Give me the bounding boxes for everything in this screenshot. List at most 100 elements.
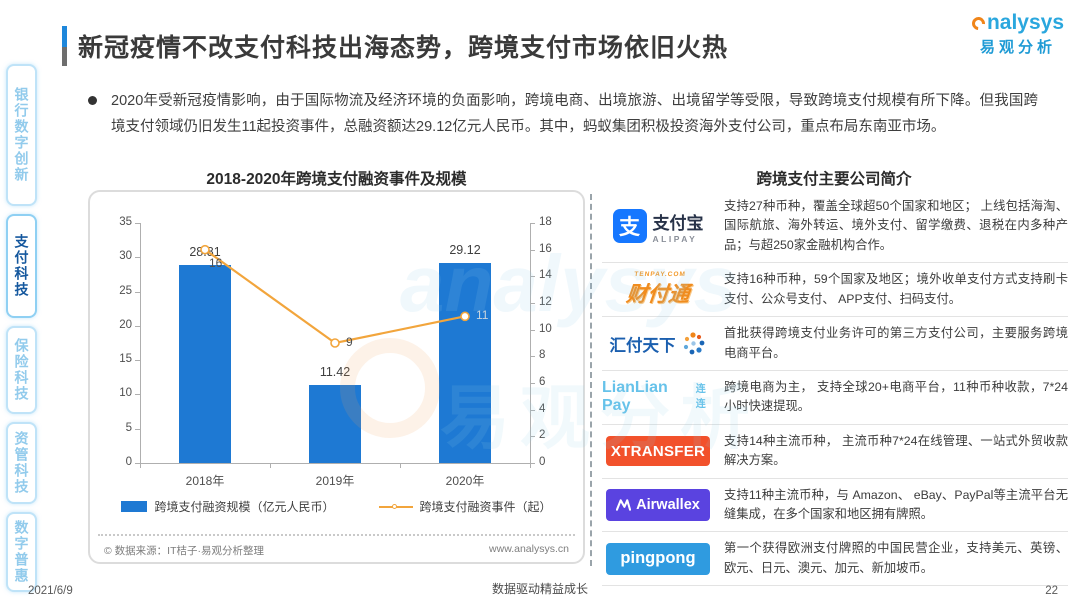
airwallex-name: Airwallex: [636, 497, 700, 514]
left-axis-line: [140, 223, 141, 463]
legend-bar-label: 跨境支付融资规模（亿元人民币）: [154, 500, 335, 514]
legend-item-line: 跨境支付融资事件（起）: [378, 498, 552, 515]
legend-line-marker-icon: [391, 503, 397, 509]
sidebar-tab-banking-digital[interactable]: 银行数字创新: [6, 64, 37, 206]
pingpong-logo: pingpong: [602, 542, 714, 575]
footer-date: 2021/6/9: [28, 585, 73, 597]
right-axis-tick: [530, 223, 535, 224]
tenpay-name: 财付通: [624, 283, 691, 307]
lianlian-name: LianLian Pay: [602, 379, 668, 415]
company-row-pingpong: pingpong 第一个获得欧洲支付牌照的中国民营企业，支持美元、英镑、欧元、日…: [602, 532, 1068, 587]
right-axis-tick-label: 12: [539, 296, 552, 308]
vertical-dashed-divider: [590, 194, 592, 566]
summary-block: 2020年受新冠疫情影响，由于国际物流及经济环境的负面影响，跨境电商、出境旅游、…: [88, 88, 1038, 141]
company-desc: 第一个获得欧洲支付牌照的中国民营企业，支持美元、英镑、欧元、日元、澳元、加元、新…: [724, 541, 1068, 575]
right-axis-tick: [530, 356, 535, 358]
companies-list: 支 支付宝 ALIPAY 支持27种币种，覆盖全球超50个国家和地区； 上线包括…: [602, 190, 1068, 587]
chart-title: 2018-2020年跨境支付融资事件及规模: [206, 171, 467, 188]
sidebar-tab-payment-tech[interactable]: 支付科技: [6, 214, 37, 318]
bar-value-label: 29.12: [449, 243, 481, 258]
alipay-sub: ALIPAY: [652, 233, 698, 244]
line-value-label: 9: [346, 335, 353, 349]
left-axis-tick-label: 0: [125, 456, 132, 468]
x-axis-tick: [140, 463, 141, 468]
legend-item-bar: 跨境支付融资规模（亿元人民币）: [121, 498, 335, 515]
line-series: [200, 244, 470, 348]
left-axis-tick-label: 35: [119, 216, 132, 228]
analysys-url: www.analysys.cn: [489, 543, 569, 555]
sidebar-tab-asset-mgmt-tech[interactable]: 资管科技: [6, 422, 37, 504]
company-desc: 首批获得跨境支付业务许可的第三方支付公司，主要服务跨境电商平台。: [724, 326, 1068, 360]
xtransfer-name: XTRANSFER: [606, 436, 710, 467]
tenpay-logo: TENPAY.COM 财付通: [602, 271, 714, 308]
brand-chinese-name: 易观分析: [979, 39, 1056, 56]
company-row-airwallex: Airwallex 支持11种主流币种，与 Amazon、 eBay、PayPa…: [602, 479, 1068, 533]
left-axis-tick: [135, 394, 140, 396]
summary-text: 2020年受新冠疫情影响，由于国际物流及经济环境的负面影响，跨境电商、出境旅游、…: [111, 93, 1038, 136]
left-axis-tick: [135, 291, 140, 293]
left-axis-tick: [135, 428, 140, 430]
x-axis-tick: [400, 463, 401, 468]
source-divider: [98, 534, 575, 536]
pingpong-name: pingpong: [606, 542, 710, 575]
right-axis-tick-label: 16: [539, 242, 552, 255]
right-axis-tick-label: 8: [539, 349, 546, 362]
xtransfer-logo: XTRANSFER: [602, 436, 714, 467]
analysys-logo: nalysys 易观分析: [969, 11, 1064, 57]
company-desc: 支持16种币种，59个国家及地区；境外收单支付方式支持刷卡支付、公众号支付、 A…: [724, 272, 1068, 306]
footer-slogan: 数据驱动精益成长: [491, 582, 588, 596]
company-row-tenpay: TENPAY.COM 财付通 支持16种币种，59个国家及地区；境外收单支付方式…: [602, 263, 1068, 318]
left-axis-tick: [135, 360, 140, 362]
x-axis-label: 2020年: [445, 474, 485, 488]
bullet-icon: [88, 96, 97, 105]
company-desc: 支持27种币种，覆盖全球超50个国家和地区； 上线包括海淘、国际航旅、海外转运、…: [724, 199, 1068, 252]
huifu-pinwheel-icon: [683, 331, 704, 354]
title-accent-bar: [62, 26, 67, 66]
left-axis-tick: [135, 223, 140, 224]
chart-bar: [309, 384, 361, 463]
company-desc: 支持14种主流币种， 主流币种7*24在线管理、一站式外贸收款解决方案。: [724, 433, 1068, 468]
huifu-name: 汇付天下: [609, 336, 676, 355]
company-desc: 跨境电商为主， 支持全球20+电商平台，11种币种收款，7*24 小时快速提现。: [724, 379, 1068, 414]
airwallex-logo: Airwallex: [602, 489, 714, 522]
data-source-text: © 数据来源：IT桔子·易观分析整理: [104, 545, 264, 557]
chart-card: 0510152025303502468101214161828.8111.422…: [88, 190, 585, 564]
left-axis-tick-label: 25: [119, 284, 132, 297]
sidebar-tab-digital-inclusion[interactable]: 数字普惠: [6, 512, 37, 592]
legend-line-swatch: [378, 503, 413, 509]
chart-bar: [179, 265, 231, 463]
right-axis-tick: [530, 249, 535, 251]
left-axis-tick: [135, 463, 140, 464]
chart-plot-area: 0510152025303502468101214161828.8111.422…: [119, 216, 552, 488]
right-axis-tick: [530, 329, 535, 331]
analysys-a-swirl-icon: [969, 13, 988, 33]
company-row-alipay: 支 支付宝 ALIPAY 支持27种币种，覆盖全球超50个国家和地区； 上线包括…: [602, 190, 1068, 264]
x-axis-label: 2018年: [185, 474, 225, 488]
company-row-lianlian: LianLian Pay 连连 跨境电商为主， 支持全球20+电商平台，11种币…: [602, 371, 1068, 425]
footer-page-number: 22: [1045, 585, 1058, 597]
right-axis-tick: [530, 303, 535, 304]
left-axis-tick-label: 15: [119, 353, 132, 366]
right-axis-tick-label: 6: [539, 376, 546, 388]
airwallex-mark-icon: [616, 499, 632, 511]
line-value-label: 16: [209, 255, 223, 270]
company-row-huifu: 汇付天下 首批获得跨境支付业务许可的第三方支付公司，主要服务跨境电商平台。: [602, 317, 1068, 371]
right-axis-tick-label: 14: [539, 269, 552, 282]
chart-legend: 跨境支付融资规模（亿元人民币） 跨境支付融资事件（起）: [90, 498, 583, 515]
sidebar-tab-insurance-tech[interactable]: 保险科技: [6, 326, 37, 414]
page-title: 新冠疫情不改支付科技出海态势，跨境支付市场依旧火热: [78, 34, 729, 62]
bar-value-label: 11.42: [319, 364, 351, 379]
x-axis-line: [140, 463, 531, 464]
right-axis-tick-label: 18: [539, 216, 552, 228]
x-axis-tick: [530, 463, 531, 468]
right-axis-line: [530, 223, 531, 463]
line-value-label: 11: [476, 308, 489, 323]
sidebar: 银行数字创新 支付科技 保险科技 资管科技 数字普惠: [6, 64, 37, 592]
source-row: © 数据来源：IT桔子·易观分析整理 www.analysys.cn: [104, 543, 569, 558]
left-axis-tick-label: 5: [125, 421, 132, 434]
right-axis-tick-label: 10: [539, 322, 552, 335]
right-axis-tick: [530, 383, 535, 384]
lianlian-logo: LianLian Pay 连连: [602, 379, 714, 415]
left-axis-tick-label: 30: [119, 250, 132, 263]
